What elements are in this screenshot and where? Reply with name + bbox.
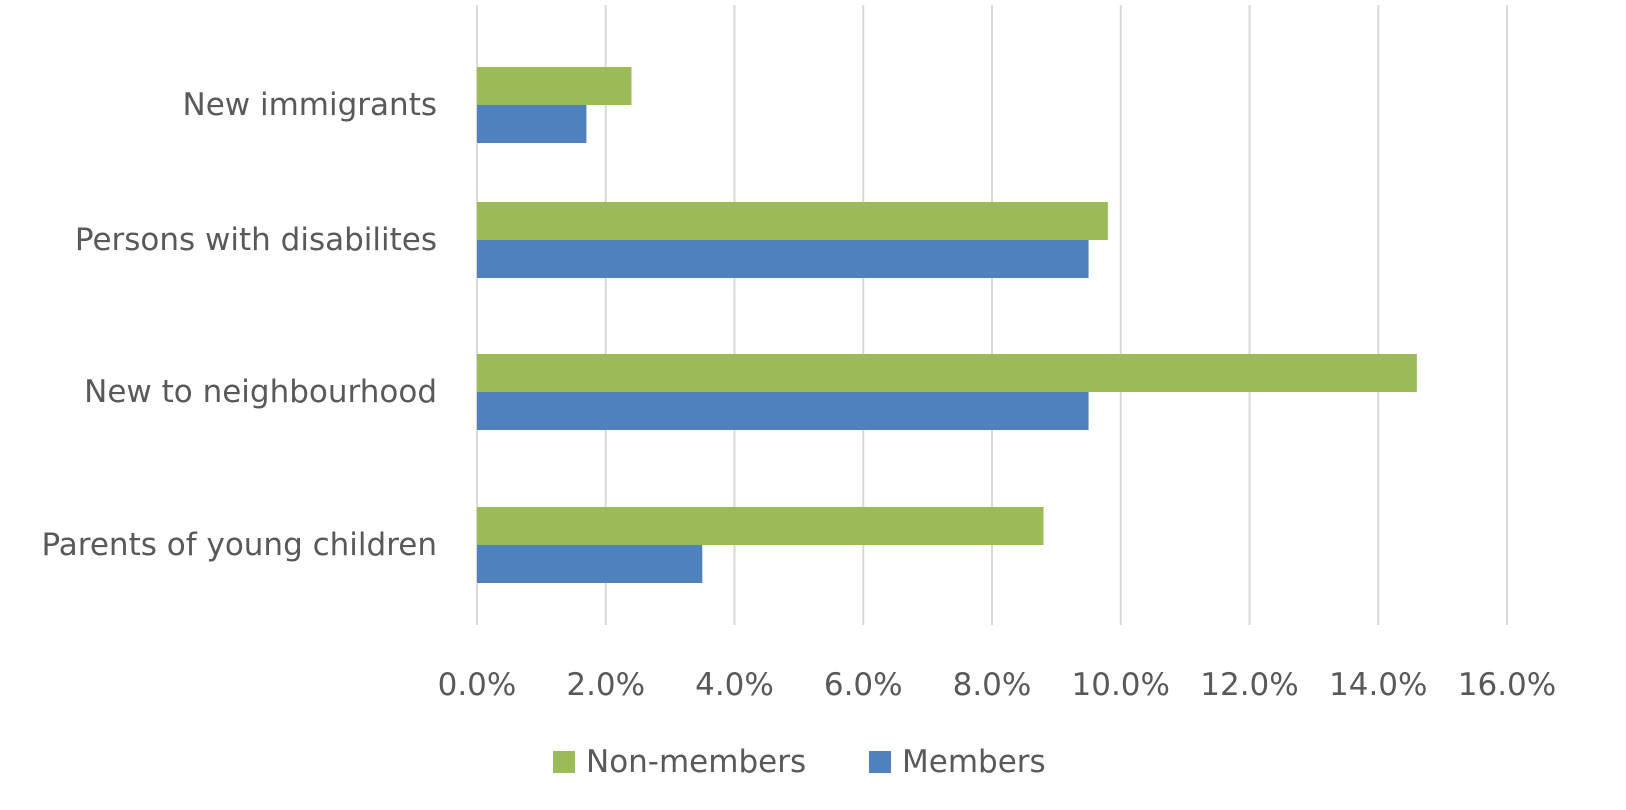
bar-non-members-new-immigrants — [477, 67, 632, 105]
category-label: New immigrants — [183, 87, 437, 123]
category-label: New to neighbourhood — [84, 374, 437, 410]
x-tick-label: 12.0% — [1200, 667, 1298, 703]
bar-non-members-new-to-neighbourhood — [477, 354, 1417, 392]
x-tick-label: 2.0% — [566, 667, 645, 703]
category-labels: New immigrants Persons with disabilites Ne… — [42, 87, 438, 563]
bar-members-new-immigrants — [477, 105, 587, 143]
x-tick-label: 14.0% — [1329, 667, 1427, 703]
legend: Non-members Members — [553, 744, 1046, 780]
legend-label-non-members: Non-members — [586, 744, 806, 780]
bar-non-members-parents-of-young-children — [477, 507, 1044, 545]
x-tick-label: 8.0% — [953, 667, 1032, 703]
bar-members-persons-with-disabilites — [477, 240, 1089, 278]
x-tick-label: 0.0% — [438, 667, 517, 703]
legend-swatch-members — [869, 751, 891, 773]
bar-members-parents-of-young-children — [477, 545, 703, 583]
x-tick-label: 6.0% — [824, 667, 903, 703]
x-axis-tick-labels: 0.0% 2.0% 4.0% 6.0% 8.0% 10.0% 12.0% 14.0% 16.0% — [438, 667, 1557, 703]
category-label: Parents of young children — [42, 527, 438, 563]
bar-non-members-persons-with-disabilites — [477, 202, 1108, 240]
bar-members-new-to-neighbourhood — [477, 392, 1089, 430]
gridlines — [476, 5, 1508, 625]
category-label: Persons with disabilites — [75, 222, 437, 258]
x-tick-label: 16.0% — [1458, 667, 1556, 703]
legend-swatch-non-members — [553, 751, 575, 773]
legend-label-members: Members — [902, 744, 1046, 780]
x-tick-label: 4.0% — [695, 667, 774, 703]
x-tick-label: 10.0% — [1072, 667, 1170, 703]
bars — [477, 67, 1417, 583]
